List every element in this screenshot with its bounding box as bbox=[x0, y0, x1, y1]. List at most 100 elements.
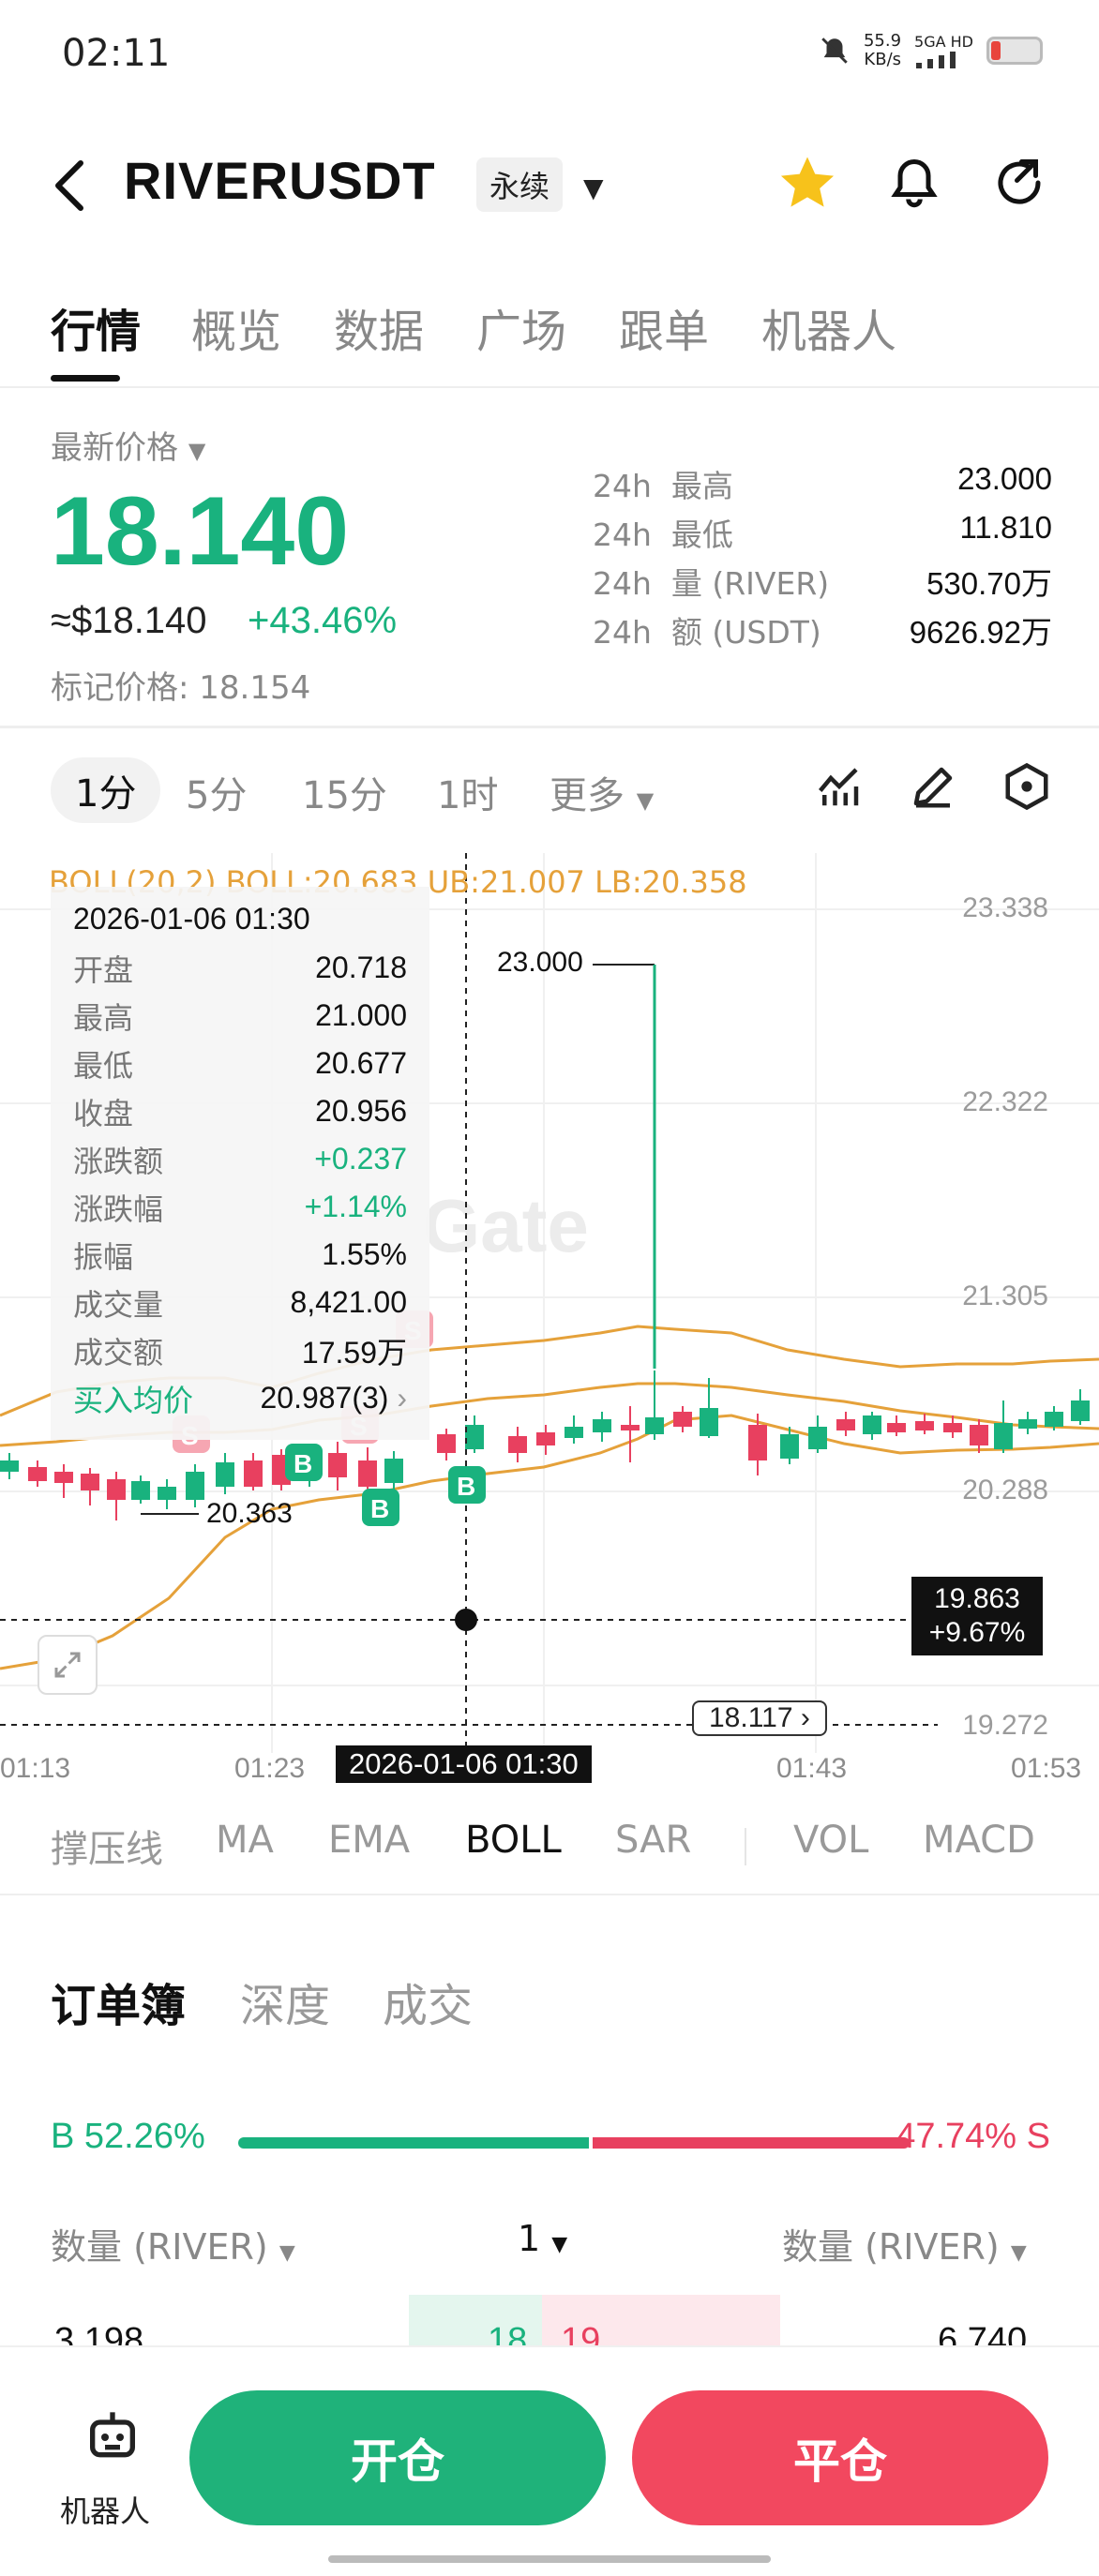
interval-5m[interactable]: 5分 bbox=[186, 774, 248, 817]
indicator-ma[interactable]: MA bbox=[216, 1819, 274, 1862]
home-indicator[interactable] bbox=[328, 2555, 771, 2563]
indicator-vol[interactable]: VOL bbox=[793, 1819, 869, 1862]
indicator-ema[interactable]: EMA bbox=[328, 1819, 411, 1862]
candle-body bbox=[1045, 1412, 1063, 1427]
indicator-settings-button[interactable] bbox=[814, 761, 865, 816]
tab-data[interactable]: 数据 bbox=[334, 306, 425, 358]
tab-copy-trading[interactable]: 跟单 bbox=[619, 306, 710, 358]
mute-bell-icon bbox=[821, 37, 848, 64]
24h-stats: 24h 最高 23.000 24h 最低 11.810 24h 量 (RIVER… bbox=[593, 461, 1052, 656]
latest-price-label[interactable]: 最新价格 ▼ bbox=[51, 429, 206, 467]
indicator-bar: 撑压线 MA EMA BOLL SAR VOL MACD bbox=[0, 1804, 1099, 1888]
tab-overview[interactable]: 概览 bbox=[191, 306, 282, 358]
chart-settings-button[interactable] bbox=[1001, 761, 1052, 816]
back-button[interactable] bbox=[49, 159, 96, 212]
candle-body bbox=[186, 1472, 204, 1500]
chevron-down-icon: ▼ bbox=[279, 2241, 295, 2265]
signal-indicator: 5GA HD bbox=[914, 33, 973, 68]
tooltip-row: 成交额 17.59万 bbox=[73, 1334, 407, 1370]
favorite-button[interactable] bbox=[775, 150, 840, 216]
close-position-button[interactable]: 平仓 bbox=[632, 2390, 1048, 2525]
candle-body bbox=[808, 1427, 827, 1449]
interval-1m[interactable]: 1分 bbox=[51, 757, 161, 823]
candle-body bbox=[994, 1423, 1013, 1449]
fullscreen-button[interactable] bbox=[38, 1635, 98, 1695]
alert-button[interactable] bbox=[881, 150, 947, 216]
tooltip-row: 涨跌幅 +1.14% bbox=[73, 1190, 407, 1227]
last-price-tag[interactable]: 18.117 › bbox=[692, 1700, 827, 1736]
network-speed: 55.9 KB/s bbox=[863, 31, 902, 69]
contract-type-badge[interactable]: 永续 bbox=[476, 157, 564, 212]
candle-body bbox=[780, 1434, 799, 1459]
high-price-label: 23.000 bbox=[497, 947, 583, 978]
candle-body bbox=[700, 1408, 718, 1436]
x-axis-tick: 01:23 bbox=[234, 1753, 306, 1784]
tab-depth[interactable]: 深度 bbox=[240, 1980, 331, 2032]
x-axis-tick: 01:13 bbox=[0, 1753, 71, 1784]
mark-price: 标记价格: 18.154 bbox=[51, 669, 311, 707]
tab-square[interactable]: 广场 bbox=[476, 306, 567, 358]
x-axis-tick: 01:53 bbox=[1011, 1753, 1082, 1784]
candlestick-chart[interactable]: Gate B B B S S S bbox=[0, 853, 1099, 1790]
stat-row: 24h 最低 11.810 bbox=[593, 510, 1052, 553]
svg-text:B: B bbox=[457, 1472, 475, 1501]
main-tabs: 行情 概览 数据 广场 跟单 机器人 bbox=[0, 281, 1099, 384]
stat-row: 24h 最高 23.000 bbox=[593, 461, 1052, 504]
column-header-bid-qty[interactable]: 数量 (RIVER) ▼ bbox=[51, 2226, 295, 2268]
tooltip-row[interactable]: 买入均价 20.987(3) › bbox=[73, 1381, 407, 1418]
robot-icon bbox=[90, 2412, 135, 2458]
bottom-action-bar: 机器人 开仓 平仓 bbox=[0, 2345, 1099, 2576]
robot-label: 机器人 bbox=[60, 2494, 151, 2529]
pencil-icon bbox=[913, 767, 953, 808]
candle-body bbox=[437, 1434, 456, 1453]
indicator-support-resistance[interactable]: 撑压线 bbox=[51, 1828, 163, 1871]
status-bar: 02:11 55.9 KB/s 5GA HD bbox=[0, 0, 1099, 112]
buy-marker[interactable] bbox=[362, 1489, 399, 1526]
candle-body bbox=[0, 1460, 19, 1472]
candle-body bbox=[328, 1453, 347, 1477]
tab-trades[interactable]: 成交 bbox=[383, 1980, 474, 2032]
ratio-sell-fill bbox=[593, 2137, 910, 2149]
sell-ratio: 47.74% S bbox=[896, 2117, 1050, 2156]
interval-1h[interactable]: 1时 bbox=[437, 774, 499, 817]
interval-15m[interactable]: 15分 bbox=[302, 774, 387, 817]
orderbook-tabs: 订单簿 深度 成交 bbox=[0, 1969, 1099, 2044]
candle-body bbox=[1071, 1400, 1090, 1421]
interval-more[interactable]: 更多 ▼ bbox=[550, 774, 655, 817]
boll-lower-line bbox=[0, 1414, 1099, 1670]
candle-body bbox=[887, 1423, 906, 1432]
price-precision-select[interactable]: 1 ▼ bbox=[518, 2218, 568, 2259]
candle-body bbox=[384, 1459, 403, 1483]
crosshair-dot bbox=[455, 1609, 477, 1631]
candle-body bbox=[915, 1421, 934, 1430]
candle-body bbox=[1018, 1419, 1037, 1429]
divider bbox=[745, 1828, 746, 1865]
tab-market[interactable]: 行情 bbox=[51, 306, 142, 358]
indicator-sar[interactable]: SAR bbox=[615, 1819, 692, 1862]
divider bbox=[0, 726, 1099, 728]
buy-marker[interactable] bbox=[448, 1466, 486, 1504]
buy-marker[interactable] bbox=[285, 1444, 323, 1481]
buy-ratio: B 52.26% bbox=[51, 2117, 205, 2156]
indicator-macd[interactable]: MACD bbox=[923, 1819, 1035, 1862]
indicator-chart-icon bbox=[819, 768, 859, 806]
hexagon-settings-icon bbox=[1005, 762, 1048, 811]
indicator-boll[interactable]: BOLL bbox=[465, 1819, 562, 1862]
tooltip-row: 最高 21.000 bbox=[73, 998, 407, 1036]
y-axis-tick: 23.338 bbox=[962, 892, 1048, 923]
draw-tool-button[interactable] bbox=[908, 761, 958, 816]
open-position-button[interactable]: 开仓 bbox=[189, 2390, 606, 2525]
candle-body bbox=[107, 1479, 126, 1500]
low-price-label: 20.363 bbox=[206, 1498, 293, 1529]
tab-bots[interactable]: 机器人 bbox=[761, 306, 897, 358]
robot-button[interactable] bbox=[83, 2407, 143, 2471]
candle-body bbox=[565, 1427, 583, 1438]
y-axis-tick: 21.305 bbox=[962, 1281, 1048, 1311]
column-header-ask-qty[interactable]: 数量 (RIVER) ▼ bbox=[782, 2226, 1027, 2268]
contract-dropdown-caret-icon[interactable]: ▼ bbox=[583, 172, 604, 203]
divider bbox=[0, 386, 1099, 388]
stat-row: 24h 量 (RIVER) 530.70万 bbox=[593, 565, 1052, 602]
share-button[interactable] bbox=[986, 150, 1052, 216]
tab-orderbook[interactable]: 订单簿 bbox=[51, 1980, 187, 2032]
candle-body bbox=[131, 1481, 150, 1500]
